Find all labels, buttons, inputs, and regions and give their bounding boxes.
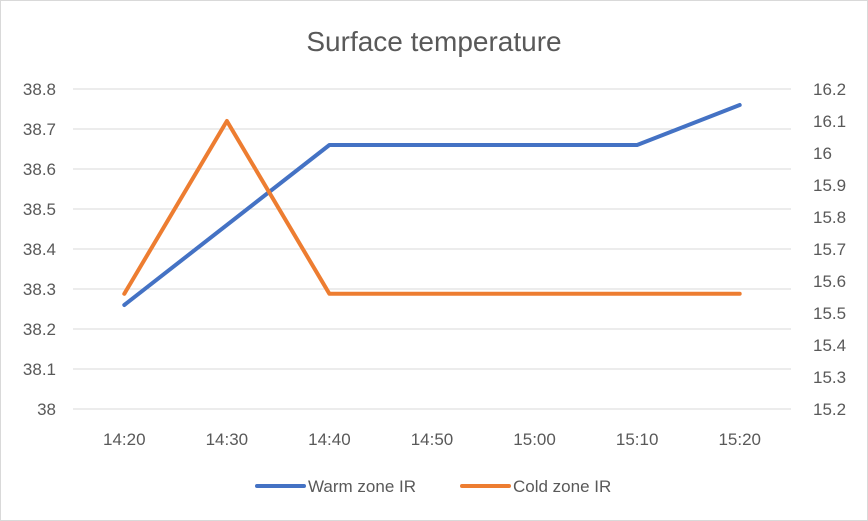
right-tick-label: 15.7 [813, 240, 846, 259]
right-tick-label: 15.3 [813, 368, 846, 387]
right-tick-label: 16.1 [813, 112, 846, 131]
right-tick-label: 15.4 [813, 336, 846, 355]
gridlines [73, 88, 791, 410]
left-tick-label: 38.6 [23, 160, 56, 179]
left-tick-label: 38.4 [23, 240, 56, 259]
left-y-axis: 38 38.1 38.2 38.3 38.4 38.5 38.6 38.7 38.8 [23, 80, 56, 419]
series-layer [122, 103, 742, 307]
x-tick-label: 15:00 [513, 430, 556, 449]
left-tick-label: 38.7 [23, 120, 56, 139]
x-tick-label: 15:10 [616, 430, 659, 449]
legend: Warm zone IR Cold zone IR [255, 477, 611, 496]
left-tick-label: 38.8 [23, 80, 56, 99]
right-tick-label: 15.2 [813, 400, 846, 419]
left-tick-label: 38.3 [23, 280, 56, 299]
right-tick-label: 15.5 [813, 304, 846, 323]
right-tick-label: 15.8 [813, 208, 846, 227]
legend-label-1: Cold zone IR [513, 477, 611, 496]
left-tick-label: 38.1 [23, 360, 56, 379]
x-tick-label: 14:50 [411, 430, 454, 449]
right-tick-label: 15.6 [813, 272, 846, 291]
left-tick-label: 38.2 [23, 320, 56, 339]
chart-title: Surface temperature [306, 26, 561, 57]
x-tick-label: 14:30 [206, 430, 249, 449]
left-tick-label: 38 [37, 400, 56, 419]
right-tick-label: 15.9 [813, 176, 846, 195]
x-tick-label: 15:20 [718, 430, 761, 449]
legend-label-0: Warm zone IR [308, 477, 416, 496]
x-tick-label: 14:20 [103, 430, 146, 449]
right-tick-label: 16.2 [813, 80, 846, 99]
right-y-axis: 15.2 15.3 15.4 15.5 15.6 15.7 15.8 15.9 16 16.1 16… [813, 80, 846, 419]
series-line-0 [122, 103, 742, 307]
series-line-1 [122, 119, 742, 296]
right-tick-label: 16 [813, 144, 832, 163]
x-tick-label: 14:40 [308, 430, 351, 449]
x-axis: 14:20 14:30 14:40 14:50 15:00 15:10 15:20 [103, 430, 761, 449]
left-tick-label: 38.5 [23, 200, 56, 219]
